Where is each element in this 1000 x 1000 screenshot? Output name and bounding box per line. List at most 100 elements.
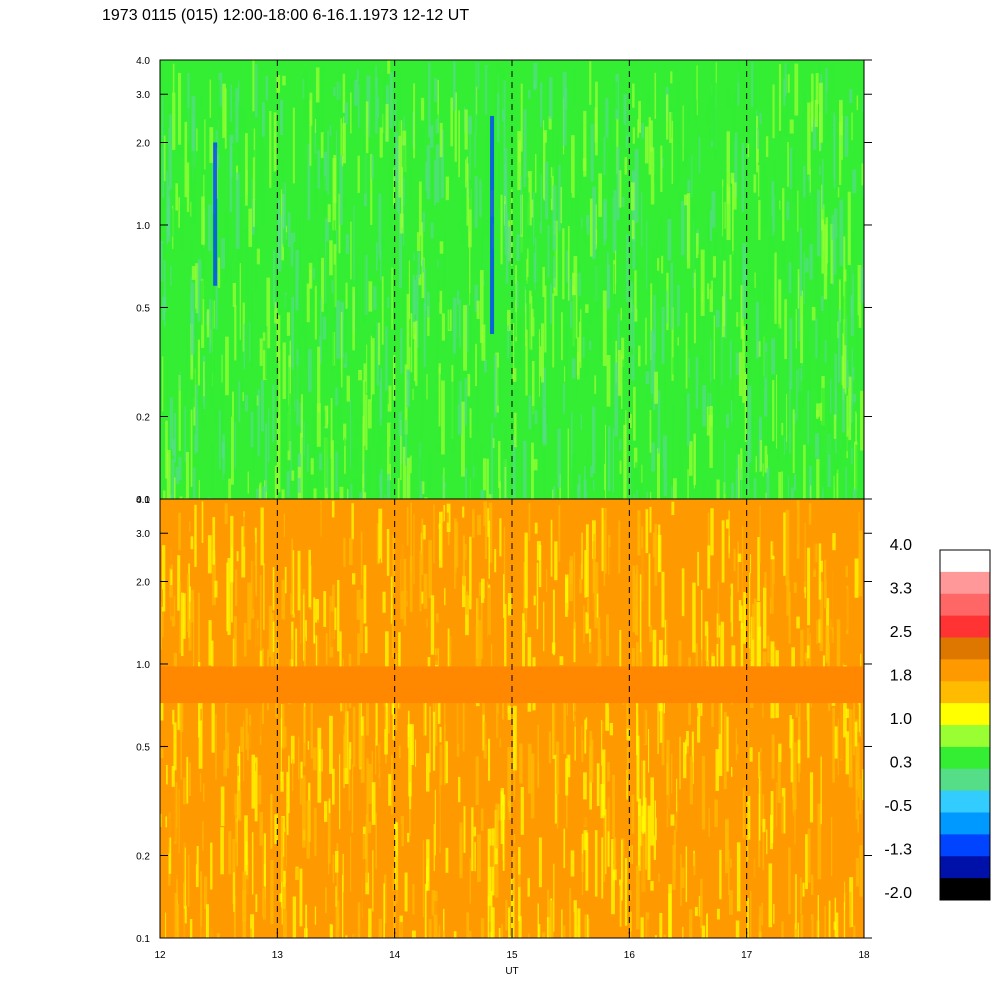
heatmap-cell xyxy=(750,779,752,850)
heatmap-cell xyxy=(762,463,764,477)
heatmap-cell xyxy=(538,924,541,938)
heatmap-cell xyxy=(500,194,503,265)
heatmap-cell xyxy=(246,909,249,938)
heatmap-cell xyxy=(678,640,682,678)
heatmap-cell xyxy=(233,616,237,669)
heatmap-cell xyxy=(755,301,760,359)
heatmap-cell xyxy=(542,932,546,938)
heatmap-cell xyxy=(754,331,756,357)
heatmap-cell xyxy=(414,279,417,315)
heatmap-cell xyxy=(283,643,286,671)
heatmap-cell xyxy=(320,903,324,927)
heatmap-cell xyxy=(210,892,214,938)
heatmap-cell xyxy=(178,72,182,145)
heatmap-cell xyxy=(182,113,185,159)
heatmap-cell xyxy=(840,845,842,867)
heatmap-cell xyxy=(463,625,467,670)
heatmap-cell xyxy=(407,710,410,737)
colorbar-swatch xyxy=(940,703,990,726)
heatmap-cell xyxy=(378,508,383,563)
heatmap-cell xyxy=(807,102,811,175)
heatmap-cell xyxy=(562,71,567,146)
heatmap-cell xyxy=(816,403,821,417)
heatmap-cell xyxy=(582,337,586,359)
heatmap-cell xyxy=(765,492,767,499)
x-tick-label: 13 xyxy=(272,950,284,961)
heatmap-cell xyxy=(228,478,232,499)
heatmap-cell xyxy=(809,169,811,193)
heatmap-cell xyxy=(395,749,398,772)
heatmap-cell xyxy=(463,305,467,371)
heatmap-cell xyxy=(813,191,815,220)
heatmap-cell xyxy=(856,95,859,110)
heatmap-cell xyxy=(859,845,863,897)
y-tick-label: 4.0 xyxy=(136,495,150,506)
heatmap-cell xyxy=(306,444,309,472)
heatmap-cell xyxy=(433,504,435,564)
heatmap-cell xyxy=(355,447,358,469)
heatmap-cell xyxy=(812,119,817,150)
heatmap-cell xyxy=(762,694,764,718)
heatmap-cell xyxy=(529,690,533,769)
heatmap-cell xyxy=(629,818,632,872)
heatmap-cell xyxy=(726,716,729,772)
heatmap-cell xyxy=(378,822,381,894)
heatmap-cell xyxy=(610,106,612,160)
heatmap-cell xyxy=(820,402,823,421)
heatmap-cell xyxy=(665,794,669,832)
heatmap-cell xyxy=(606,614,609,656)
heatmap-cell xyxy=(604,464,606,491)
heatmap-cell xyxy=(592,406,596,474)
heatmap-cell xyxy=(562,228,565,300)
heatmap-cell xyxy=(550,901,554,938)
heatmap-cell xyxy=(608,329,612,363)
heatmap-cell xyxy=(672,419,674,488)
heatmap-cell xyxy=(391,242,395,292)
heatmap-cell xyxy=(317,727,322,803)
y-tick-label: 2.0 xyxy=(136,138,150,149)
heatmap-cell xyxy=(617,350,622,396)
heatmap-cell xyxy=(616,146,620,220)
heatmap-cell xyxy=(313,488,318,499)
heatmap-cell xyxy=(853,879,856,922)
heatmap-cell xyxy=(595,248,599,318)
heatmap-cell xyxy=(216,933,220,938)
heatmap-cell xyxy=(465,595,469,636)
heatmap-cell xyxy=(448,301,450,330)
heatmap-cell xyxy=(813,567,816,577)
heatmap-cell xyxy=(656,240,658,297)
heatmap-cell xyxy=(833,112,835,180)
heatmap-cell xyxy=(700,878,703,929)
heatmap-cell xyxy=(206,309,210,338)
heatmap-cell xyxy=(766,829,768,855)
heatmap-cell xyxy=(666,94,669,140)
heatmap-cell xyxy=(262,340,266,350)
heatmap-cell xyxy=(700,354,704,372)
heatmap-cell xyxy=(828,400,831,455)
heatmap-cell xyxy=(838,279,841,323)
heatmap-cell xyxy=(475,353,479,383)
heatmap-cell xyxy=(443,467,445,499)
heatmap-cell xyxy=(287,298,290,323)
heatmap-cell xyxy=(259,929,262,938)
heatmap-cell xyxy=(400,420,402,480)
heatmap-cell xyxy=(375,812,377,869)
heatmap-cell xyxy=(489,845,494,867)
heatmap-cell xyxy=(392,717,395,780)
heatmap-cell xyxy=(444,486,447,499)
heatmap-cell xyxy=(646,367,649,404)
heatmap-cell xyxy=(379,127,383,158)
heatmap-cell xyxy=(796,616,800,629)
heatmap-cell xyxy=(660,215,663,273)
heatmap-cell xyxy=(546,569,548,593)
heatmap-cell xyxy=(563,828,566,869)
heatmap-cell xyxy=(495,700,499,777)
heatmap-cell xyxy=(211,703,215,753)
heatmap-cell xyxy=(300,581,302,644)
heatmap-cell xyxy=(646,919,650,938)
heatmap-cell xyxy=(439,726,442,743)
heatmap-cell xyxy=(469,114,471,180)
heatmap-cell xyxy=(172,709,175,725)
heatmap-cell xyxy=(247,471,249,494)
heatmap-cell xyxy=(654,173,658,183)
